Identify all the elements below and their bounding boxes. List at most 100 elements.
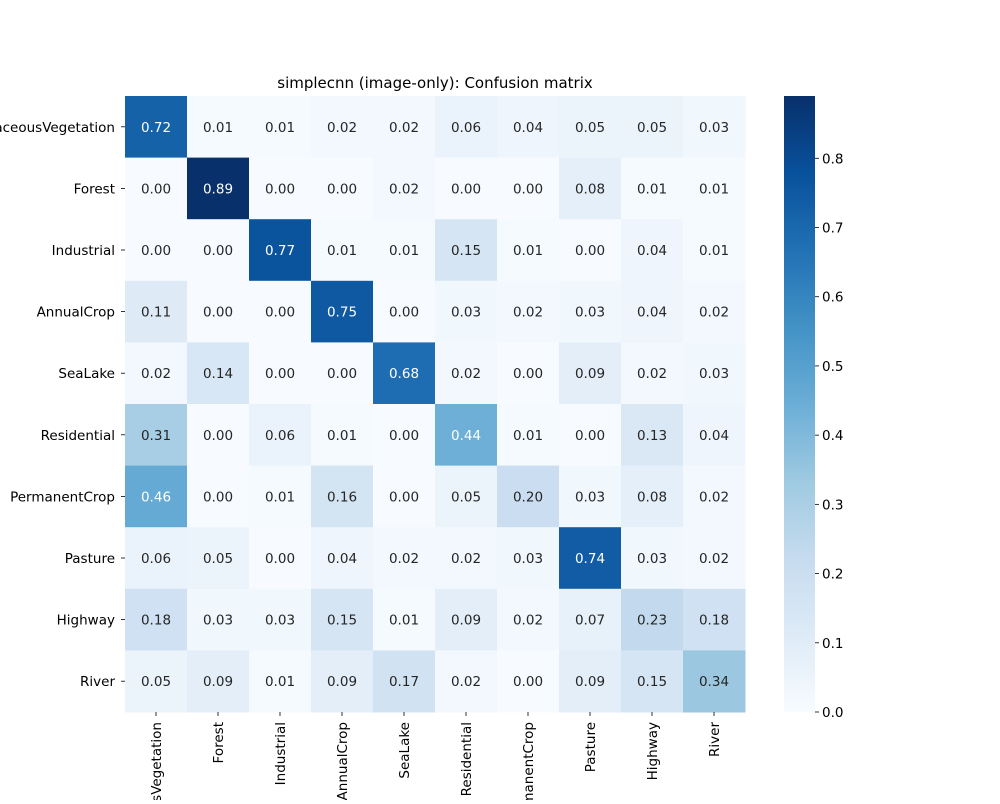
heatmap-cell [373,342,436,405]
heatmap-cell [125,342,188,405]
heatmap-cell [311,650,374,713]
heatmap-cell [125,465,188,528]
heatmap-cell [249,650,312,713]
cell-value-label: 0.02 [451,551,481,567]
y-tick-label: Forest [74,181,115,197]
cell-value-label: 0.08 [637,489,667,505]
heatmap-cell [497,650,560,713]
heatmap-cell [497,280,560,343]
x-tick-label: Industrial [273,722,289,785]
cell-value-label: 0.00 [575,243,605,259]
heatmap-cell [683,96,746,159]
cell-value-label: 0.03 [699,120,729,136]
cell-value-label: 0.03 [699,366,729,382]
cell-value-label: 0.15 [451,243,481,259]
cell-value-label: 0.00 [389,489,419,505]
heatmap-cell [373,650,436,713]
heatmap-cell [621,280,684,343]
cell-value-label: 0.00 [513,674,543,690]
cell-value-label: 0.02 [513,305,543,321]
heatmap-cell [683,527,746,590]
heatmap-cell [125,527,188,590]
heatmap-cell [187,465,250,528]
heatmap-cell [311,588,374,651]
heatmap-cell [621,219,684,282]
cell-value-label: 0.02 [513,613,543,629]
cell-value-label: 0.00 [203,489,233,505]
cell-value-label: 0.05 [451,489,481,505]
heatmap-cell [187,96,250,159]
heatmap-cell [187,650,250,713]
colorbar-tick-label: 0.8 [822,151,843,167]
cell-value-label: 0.01 [699,243,729,259]
heatmap-cell [621,588,684,651]
heatmap-cell [373,96,436,159]
cell-value-label: 0.02 [637,366,667,382]
heatmap-cell [435,465,498,528]
y-tick-labels: HerbaceousVegetation Forest Industrial Annu… [0,120,125,690]
cell-value-label: 0.01 [513,243,543,259]
cell-value-label: 0.09 [203,674,233,690]
cell-value-label: 0.00 [513,181,543,197]
heatmap-cell [125,219,188,282]
heatmap-cell [435,527,498,590]
cell-value-label: 0.06 [265,428,295,444]
heatmap-cell [683,157,746,220]
cell-value-label: 0.74 [575,551,605,567]
colorbar-tick-label: 0.7 [822,221,843,237]
heatmap-cell [621,404,684,467]
heatmap-cell [373,280,436,343]
cell-value-label: 0.16 [327,489,357,505]
heatmap-cell [435,650,498,713]
heatmap-cell [435,219,498,282]
y-tick-label: PermanentCrop [10,489,115,505]
x-tick-label: River [707,722,723,757]
cell-value-label: 0.00 [513,366,543,382]
y-tick-label: HerbaceousVegetation [0,120,115,136]
cell-value-label: 0.05 [203,551,233,567]
cell-value-label: 0.03 [575,489,605,505]
heatmap-cell [683,219,746,282]
cell-value-label: 0.02 [699,489,729,505]
cell-value-label: 0.31 [141,428,171,444]
x-tick-label: Residential [459,722,475,796]
cell-value-label: 0.00 [203,243,233,259]
heatmap-cell [311,280,374,343]
y-tick-label: Highway [57,613,115,629]
heatmap-cell [187,588,250,651]
heatmap-cell [559,527,622,590]
heatmap-cell [311,465,374,528]
heatmap-cell [621,342,684,405]
cell-value-label: 0.02 [451,674,481,690]
cell-value-label: 0.15 [327,613,357,629]
cell-value-label: 0.09 [327,674,357,690]
cell-value-label: 0.00 [141,181,171,197]
heatmap-cell [311,404,374,467]
cell-value-label: 0.00 [141,243,171,259]
heatmap-cell [621,650,684,713]
heatmap-cell [187,157,250,220]
cell-value-label: 0.01 [265,489,295,505]
x-tick-label: PermanentCrop [521,722,537,800]
heatmap-cell [311,527,374,590]
heatmap-cell [497,342,560,405]
heatmap-cell [559,342,622,405]
heatmap-cell [311,342,374,405]
cell-value-label: 0.17 [389,674,419,690]
cell-value-label: 0.09 [451,613,481,629]
cell-value-label: 0.06 [141,551,171,567]
heatmap-cell [683,342,746,405]
heatmap-cell [497,588,560,651]
cell-value-label: 0.01 [265,120,295,136]
heatmap-cell [249,219,312,282]
heatmap-cell [559,588,622,651]
heatmap-cell [497,219,560,282]
cell-value-label: 0.00 [389,428,419,444]
cell-value-label: 0.20 [513,489,543,505]
heatmap-cell [249,96,312,159]
x-tick-label: Forest [211,722,227,763]
x-tick-label: HerbaceousVegetation [149,722,165,800]
colorbar-tick-label: 0.3 [822,497,843,513]
cell-value-label: 0.02 [327,120,357,136]
colorbar: 0.0 0.1 0.2 0.3 0.4 0.5 0.6 0.7 0.8 [784,96,843,721]
